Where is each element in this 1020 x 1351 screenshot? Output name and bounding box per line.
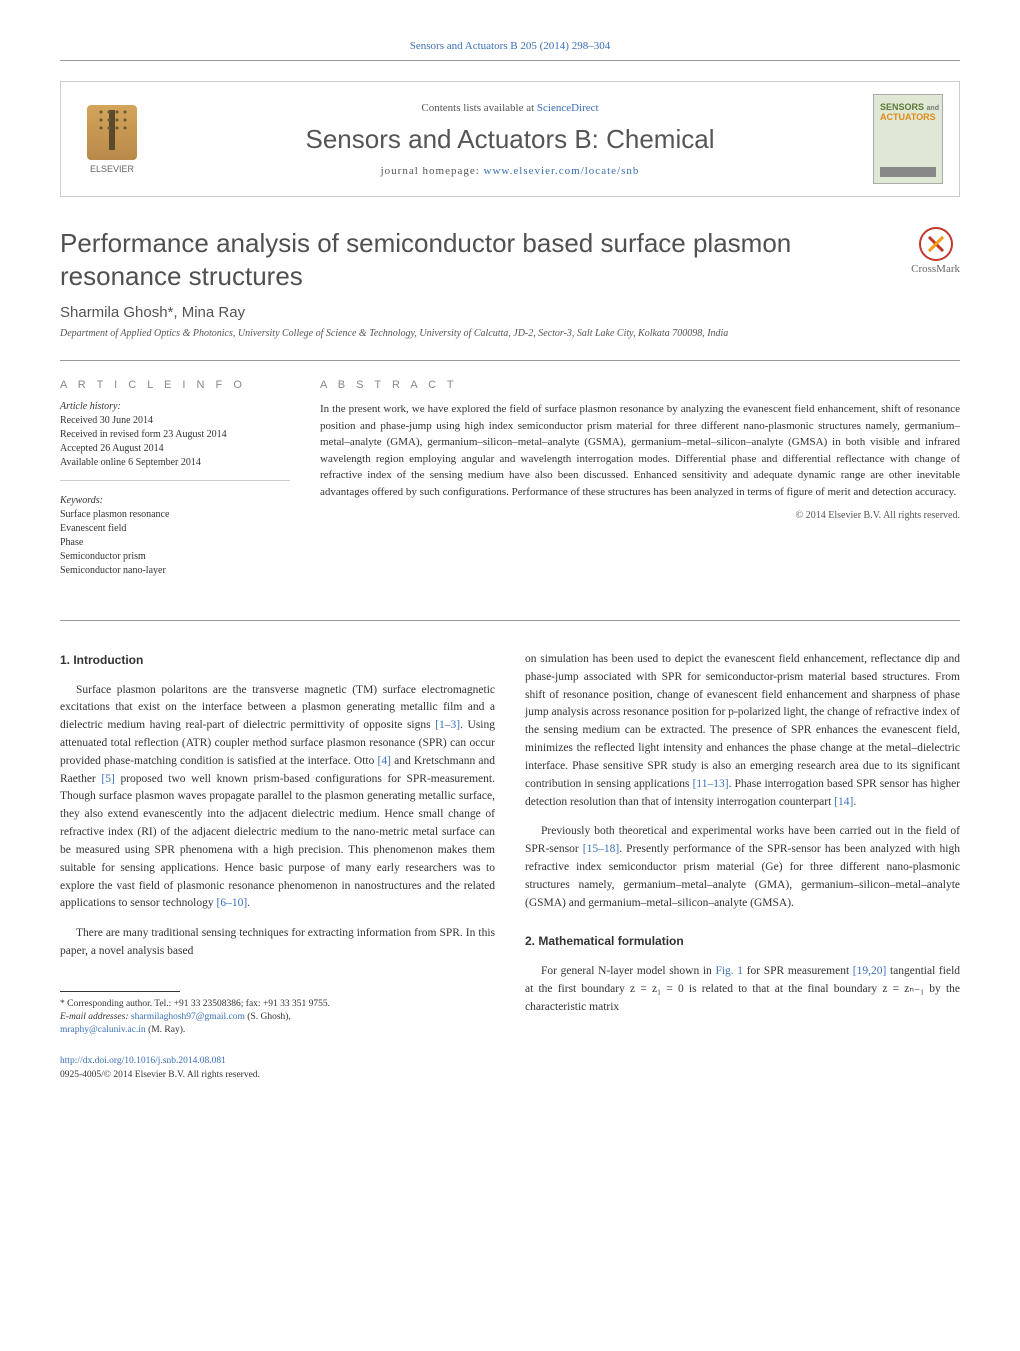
history-label: Article history: — [60, 401, 290, 412]
footer: http://dx.doi.org/10.1016/j.snb.2014.08.… — [60, 1054, 495, 1083]
abstract-body: In the present work, we have explored th… — [320, 401, 960, 500]
authors: Sharmila Ghosh*, Mina Ray — [60, 304, 960, 321]
affiliation: Department of Applied Optics & Photonics… — [60, 327, 960, 340]
header-rule — [60, 60, 960, 61]
text-span: . — [853, 796, 856, 808]
article-title: Performance analysis of semiconductor ba… — [60, 227, 960, 292]
contents-line: Contents lists available at ScienceDirec… — [147, 102, 873, 114]
journal-name: Sensors and Actuators B: Chemical — [147, 124, 873, 155]
keywords-block: Keywords: Surface plasmon resonance Evan… — [60, 495, 290, 588]
homepage-link[interactable]: www.elsevier.com/locate/snb — [484, 165, 640, 177]
left-column: 1. Introduction Surface plasmon polarito… — [60, 651, 495, 1083]
crossmark-icon — [919, 227, 953, 261]
text-span: for SPR measurement — [743, 965, 853, 977]
cover-footer-bar — [880, 167, 936, 177]
footnote-separator — [60, 991, 180, 992]
crossmark-label: CrossMark — [911, 263, 960, 275]
homepage-prefix: journal homepage: — [381, 165, 484, 177]
journal-header: ELSEVIER Contents lists available at Sci… — [60, 81, 960, 197]
email-line: mraphy@caluniv.ac.in (M. Ray). — [60, 1024, 495, 1037]
math-p1: For general N-layer model shown in Fig. … — [525, 963, 960, 1016]
online: Available online 6 September 2014 — [60, 456, 290, 470]
body-columns: 1. Introduction Surface plasmon polarito… — [60, 651, 960, 1083]
elsevier-logo: ELSEVIER — [77, 105, 147, 174]
col2-p2: Previously both theoretical and experime… — [525, 823, 960, 912]
sciencedirect-link[interactable]: ScienceDirect — [537, 102, 599, 114]
citation-link[interactable]: [5] — [101, 773, 114, 785]
citation-link[interactable]: [1–3] — [435, 719, 460, 731]
text-span: proposed two well known prism-based conf… — [60, 773, 495, 910]
journal-center: Contents lists available at ScienceDirec… — [147, 102, 873, 177]
text-span: on simulation has been used to depict th… — [525, 653, 960, 790]
title-section: CrossMark Performance analysis of semico… — [60, 227, 960, 340]
cover-actuators: ACTUATORS — [880, 113, 939, 123]
keyword: Evanescent field — [60, 522, 290, 536]
citation-link[interactable]: [14] — [834, 796, 853, 808]
text-span: . — [247, 897, 250, 909]
journal-cover: SENSORS and ACTUATORS — [873, 94, 943, 184]
col2-p1: on simulation has been used to depict th… — [525, 651, 960, 811]
intro-heading: 1. Introduction — [60, 651, 495, 670]
issn-copyright: 0925-4005/© 2014 Elsevier B.V. All right… — [60, 1070, 260, 1080]
email-line: E-mail addresses: sharmilaghosh97@gmail.… — [60, 1011, 495, 1024]
citation-link[interactable]: [6–10] — [217, 897, 248, 909]
keyword: Phase — [60, 536, 290, 550]
divider-top — [60, 360, 960, 361]
figure-link[interactable]: Fig. 1 — [715, 965, 743, 977]
running-header: Sensors and Actuators B 205 (2014) 298–3… — [60, 40, 960, 52]
math-heading: 2. Mathematical formulation — [525, 932, 960, 951]
received: Received 30 June 2014 — [60, 414, 290, 428]
homepage-line: journal homepage: www.elsevier.com/locat… — [147, 165, 873, 177]
email-who: (S. Ghosh), — [245, 1012, 291, 1022]
keywords-label: Keywords: — [60, 495, 290, 506]
email-link[interactable]: sharmilaghosh97@gmail.com — [131, 1012, 245, 1022]
intro-p2: There are many traditional sensing techn… — [60, 925, 495, 961]
abstract-copyright: © 2014 Elsevier B.V. All rights reserved… — [320, 510, 960, 521]
elsevier-tree-icon — [87, 105, 137, 160]
abstract-heading: A B S T R A C T — [320, 379, 960, 391]
accepted: Accepted 26 August 2014 — [60, 442, 290, 456]
intro-p1: Surface plasmon polaritons are the trans… — [60, 682, 495, 914]
keyword: Semiconductor nano-layer — [60, 564, 290, 578]
right-column: on simulation has been used to depict th… — [525, 651, 960, 1083]
divider-bottom — [60, 620, 960, 621]
citation-link[interactable]: [11–13] — [693, 778, 729, 790]
history-block: Article history: Received 30 June 2014 R… — [60, 401, 290, 481]
email-who: (M. Ray). — [146, 1025, 186, 1035]
cover-and: and — [927, 105, 939, 112]
crossmark-badge[interactable]: CrossMark — [911, 227, 960, 275]
contents-prefix: Contents lists available at — [421, 102, 536, 114]
authors-text: Sharmila Ghosh*, Mina Ray — [60, 304, 245, 321]
corr-author: * Corresponding author. Tel.: +91 33 235… — [60, 998, 495, 1011]
revised: Received in revised form 23 August 2014 — [60, 428, 290, 442]
elsevier-label: ELSEVIER — [77, 164, 147, 174]
info-abstract-row: A R T I C L E I N F O Article history: R… — [60, 379, 960, 602]
citation-link[interactable]: [4] — [378, 755, 391, 767]
email-link[interactable]: mraphy@caluniv.ac.in — [60, 1025, 146, 1035]
abstract-column: A B S T R A C T In the present work, we … — [320, 379, 960, 602]
info-heading: A R T I C L E I N F O — [60, 379, 290, 391]
citation-link[interactable]: [15–18] — [583, 843, 619, 855]
text-span: Surface plasmon polaritons are the trans… — [60, 684, 495, 732]
keyword: Surface plasmon resonance — [60, 508, 290, 522]
email-label: E-mail addresses: — [60, 1012, 131, 1022]
cover-title: SENSORS and ACTUATORS — [880, 103, 939, 123]
citation-link[interactable]: [19,20] — [853, 965, 887, 977]
doi-link[interactable]: http://dx.doi.org/10.1016/j.snb.2014.08.… — [60, 1054, 495, 1069]
cover-sensors: SENSORS — [880, 102, 924, 112]
corresponding-footnote: * Corresponding author. Tel.: +91 33 235… — [60, 998, 495, 1038]
text-span: For general N-layer model shown in — [541, 965, 715, 977]
keyword: Semiconductor prism — [60, 550, 290, 564]
article-info: A R T I C L E I N F O Article history: R… — [60, 379, 290, 602]
